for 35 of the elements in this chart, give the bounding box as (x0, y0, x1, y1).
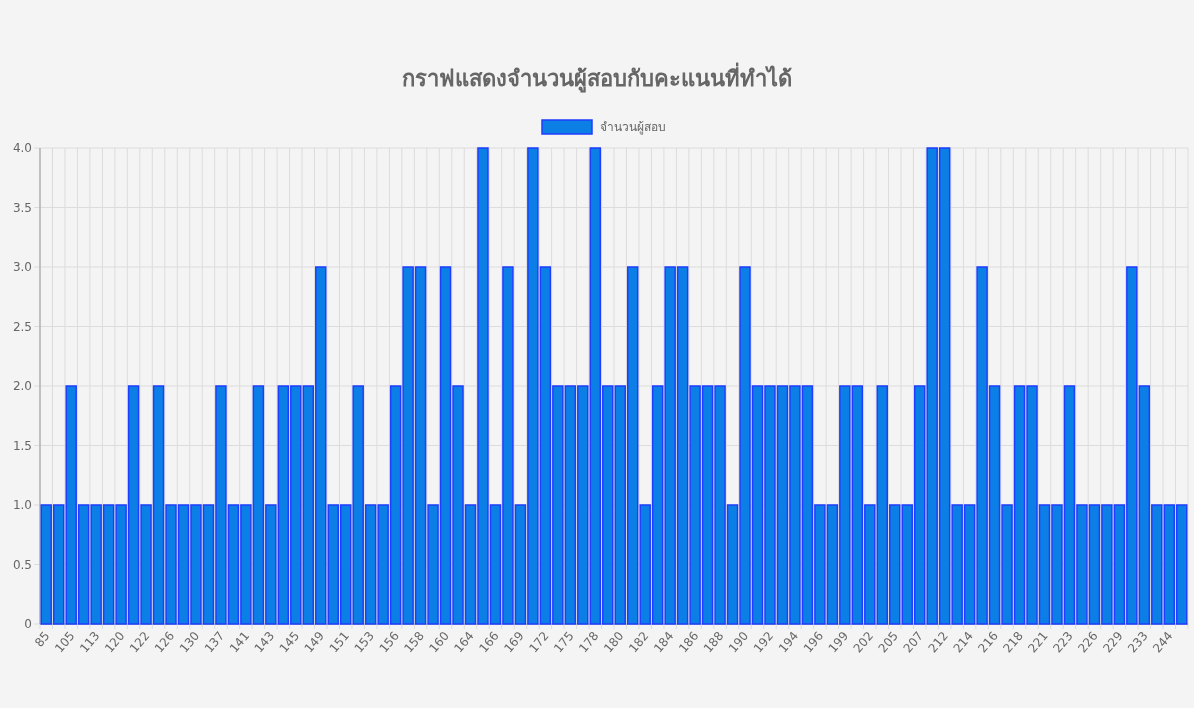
y-tick-label: 0.5 (12, 557, 32, 572)
legend-label: จำนวนผู้สอบ (600, 120, 666, 135)
x-tick-label: 172 (526, 628, 552, 656)
x-tick-label: 122 (126, 628, 153, 656)
y-tick-label: 4.0 (12, 141, 32, 155)
x-tick-label: 151 (326, 628, 353, 656)
x-tick-label: 180 (601, 628, 627, 656)
x-tick-label: 149 (301, 628, 328, 656)
x-tick-label: 190 (725, 628, 752, 656)
x-tick-label: 178 (576, 628, 602, 656)
y-tick-label: 2.5 (12, 319, 32, 334)
x-tick-label: 199 (825, 628, 852, 656)
y-tick-label: 1.5 (12, 438, 32, 453)
x-tick-label: 160 (426, 628, 452, 656)
x-tick-label: 85 (31, 628, 53, 650)
x-tick-label: 169 (501, 628, 527, 656)
x-tick-label: 143 (251, 628, 278, 656)
x-tick-label: 141 (226, 628, 253, 656)
y-tick-label: 3.5 (12, 200, 32, 215)
y-tick-label: 1.0 (12, 498, 32, 512)
x-tick-label: 113 (77, 628, 103, 656)
chart-title: กราฟแสดงจำนวนผู้สอบกับคะแนนที่ทำได้ (402, 62, 792, 93)
y-tick-label: 0 (24, 617, 32, 631)
x-tick-label: 130 (176, 628, 203, 656)
x-tick-label: 184 (651, 628, 677, 656)
x-tick-label: 120 (101, 628, 128, 656)
y-tick-label: 3.0 (12, 260, 32, 274)
x-tick-label: 164 (451, 628, 477, 656)
x-tick-label: 153 (351, 628, 377, 656)
y-tick-label: 2.0 (12, 379, 32, 393)
x-tick-label: 194 (775, 628, 802, 656)
x-tick-label: 188 (700, 628, 727, 656)
x-tick-label: 192 (750, 628, 777, 656)
x-tick-label: 158 (401, 628, 427, 656)
x-tick-label: 182 (626, 628, 652, 656)
